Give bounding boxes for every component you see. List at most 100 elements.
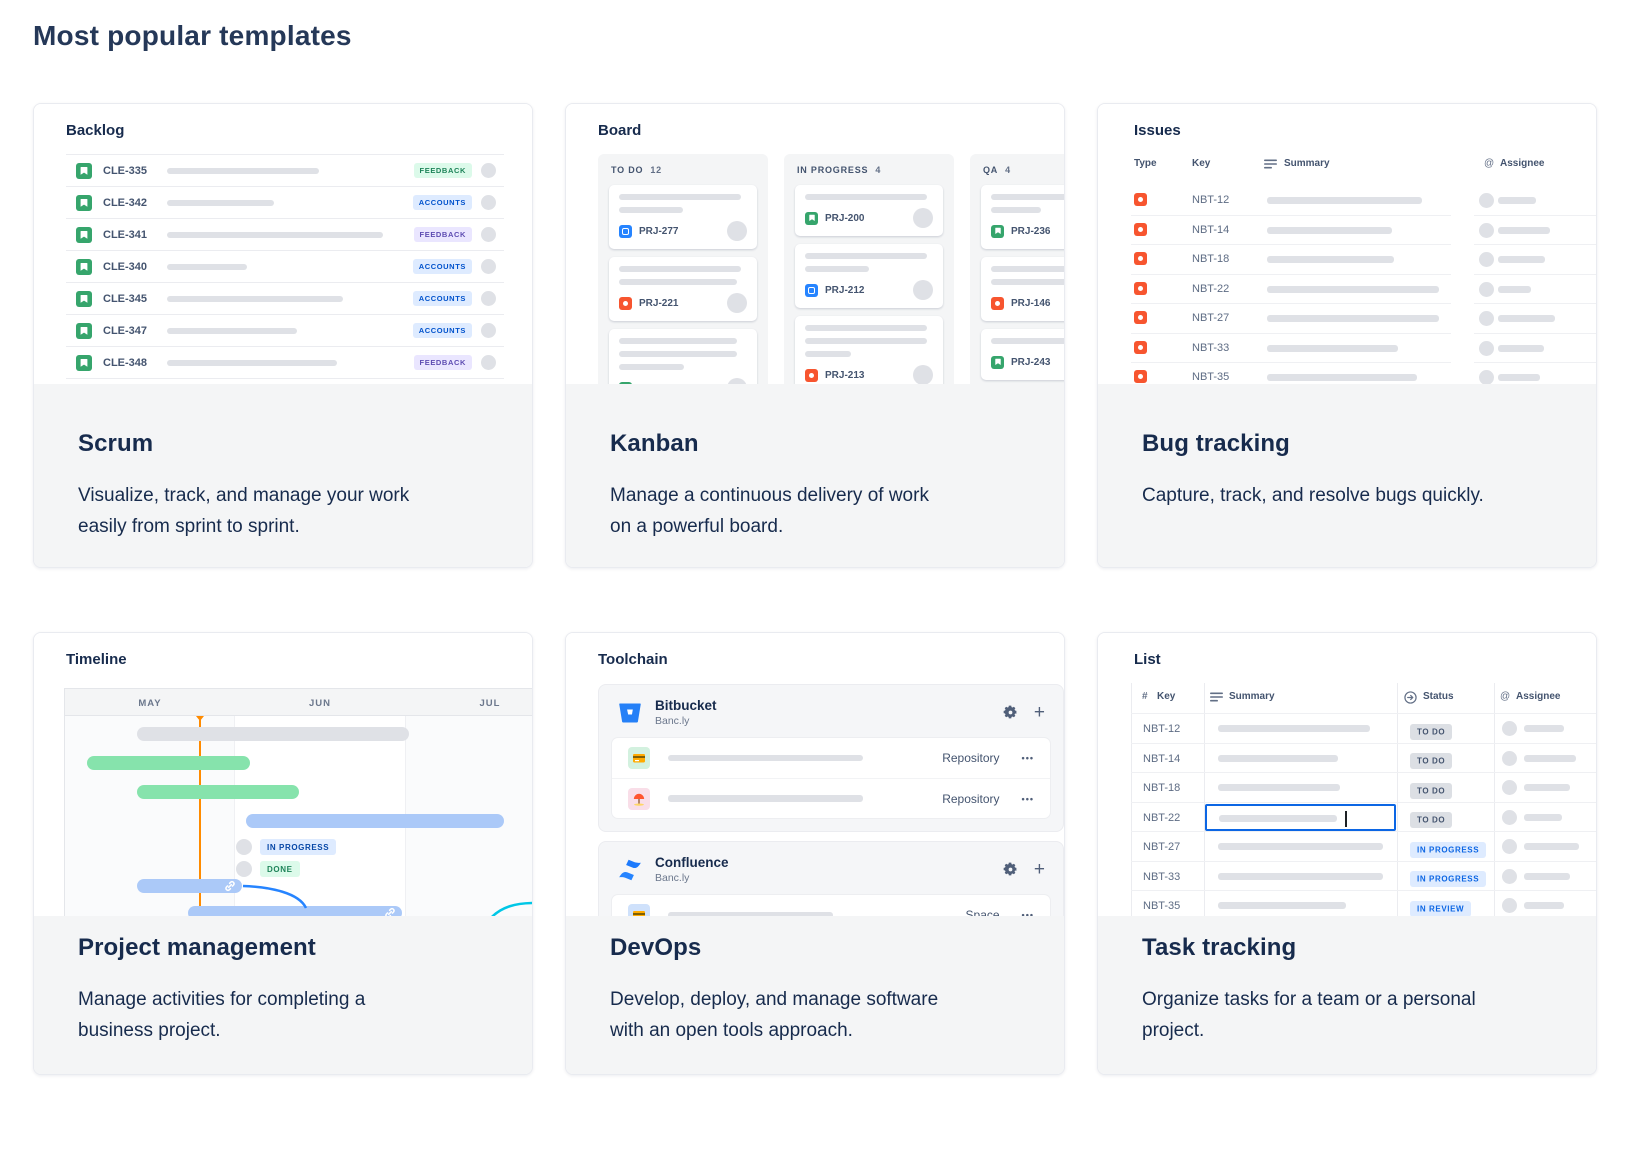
label-badge: ACCOUNTS [412,291,472,306]
tool-row-type: Repository [942,751,1000,765]
status-badge: TO DO [1410,753,1453,769]
issue-key: PRJ-212 [825,284,865,296]
label-badge: FEEDBACK [413,355,472,370]
column-name: IN PROGRESS [797,165,869,175]
avatar [1502,898,1517,913]
story-icon [991,224,1004,238]
gantt-bar [137,785,299,799]
story-icon [76,322,92,339]
template-card-bug-tracking[interactable]: Issues Type Key Summary @ Assignee NBT-1… [1097,103,1597,568]
task-icon [619,224,632,238]
issue-key: NBT-33 [1192,341,1230,354]
issue-key: PRJ-200 [825,212,865,224]
avatar [727,221,747,241]
plus-icon: + [1033,702,1045,723]
avatar [1502,839,1517,854]
column-header-type: Type [1134,158,1157,169]
list-row: NBT-35 IN REVIEW [1098,891,1596,916]
placeholder-bar [1524,813,1562,821]
task-tracking-description-section: Task tracking Organize tasks for a team … [1098,916,1596,1074]
placeholder-bar [1219,814,1337,822]
backlog-row: CLE-342 ACCOUNTS [66,187,504,219]
placeholder-bar [1498,344,1544,352]
story-icon [76,290,92,307]
story-icon [76,194,92,211]
template-card-project-management[interactable]: Timeline MAY JUN JUL IN PROGRESS DONE [33,632,533,1075]
template-title: Project management [78,934,316,961]
avatar [913,280,933,300]
status-badge: IN PROGRESS [1410,841,1487,858]
at-icon: @ [1484,158,1495,169]
story-icon [76,226,92,243]
board-columns: TO DO 12 PRJ-277 PRJ-221 PRJ-290 IN PROGR… [598,154,1064,384]
column-header-key: Key [1192,158,1211,169]
column-count: 4 [875,165,882,175]
repo-card-icon [628,747,650,769]
template-description: Capture, track, and resolve bugs quickly… [1142,485,1484,506]
issue-key: NBT-12 [1143,723,1181,735]
scrum-description-section: Scrum Visualize, track, and manage your … [34,384,532,567]
template-description: Organize tasks for a team or a personal … [1142,989,1476,1041]
avatar [1502,750,1517,766]
bug-icon [991,296,1004,310]
avatar [236,839,252,855]
issue-key: NBT-14 [1192,223,1230,236]
placeholder-bar [167,263,247,270]
story-icon [805,211,818,225]
column-header-summary: Summary [1284,158,1330,169]
tool-row: Space ••• [612,895,1050,916]
list-table-header: # Key Summary Status @ Assignee [1098,691,1596,711]
template-description: Manage activities for completing a busin… [78,989,366,1041]
placeholder-bar [1267,374,1417,381]
label-badge: FEEDBACK [413,227,472,242]
placeholder-bar [1218,754,1338,762]
placeholder-bar [1218,872,1383,880]
list-row: NBT-12 TO DO [1098,714,1596,744]
avatar [481,323,496,338]
issue-key: CLE-342 [103,196,148,209]
avatar [1502,868,1517,884]
board-card: PRJ-221 [609,257,757,321]
bug-icon [619,296,632,310]
issue-key: NBT-14 [1143,752,1181,765]
template-card-scrum[interactable]: Backlog CLE-335 FEEDBACK CLE-342 ACCOUNT… [33,103,533,568]
avatar [913,208,933,228]
column-header-assignee: Assignee [1500,158,1545,169]
tool-name: Bitbucket [655,698,717,713]
beach-icon [628,787,650,810]
placeholder-bar [1267,285,1439,293]
summary-edit-field[interactable] [1205,803,1396,831]
list-row: NBT-27 IN PROGRESS [1098,832,1596,862]
issue-row: NBT-27 [1098,304,1596,334]
avatar [236,861,252,877]
avatar [1502,780,1517,795]
list-row: NBT-18 TO DO [1098,773,1596,803]
avatar [1479,193,1494,208]
avatar [481,227,496,242]
placeholder-bar [1498,226,1550,234]
board-card: PRJ-213 [795,316,943,384]
issue-row: NBT-33 [1098,334,1596,363]
issue-key: NBT-22 [1143,811,1181,824]
issue-row: NBT-35 [1098,363,1596,384]
status-row: DONE [236,861,300,877]
issue-key: PRJ-236 [1011,225,1051,237]
issue-key: NBT-33 [1143,870,1181,883]
confluence-logo [619,859,641,880]
issue-key: NBT-27 [1192,312,1230,324]
placeholder-bar [1524,784,1570,791]
template-card-task-tracking[interactable]: List # Key Summary Status @ Assignee NBT… [1097,632,1597,1075]
issues-rows: NBT-12 NBT-14 NBT-18 NBT-2 [1098,186,1596,384]
issue-key: PRJ-221 [639,297,679,309]
board-column-inprogress: IN PROGRESS 4 PRJ-200 PRJ-212 PRJ-213 [784,154,954,384]
today-marker [196,716,204,721]
issue-key: PRJ-146 [1011,297,1051,309]
placeholder-bar [1524,754,1576,762]
list-row: NBT-14 TO DO [1098,744,1596,773]
placeholder-bar [1524,725,1564,732]
avatar [1502,809,1517,825]
placeholder-bar [1524,872,1570,880]
template-card-devops[interactable]: Toolchain Bitbucket Banc.ly + Repository [565,632,1065,1075]
bitbucket-logo [619,702,641,723]
